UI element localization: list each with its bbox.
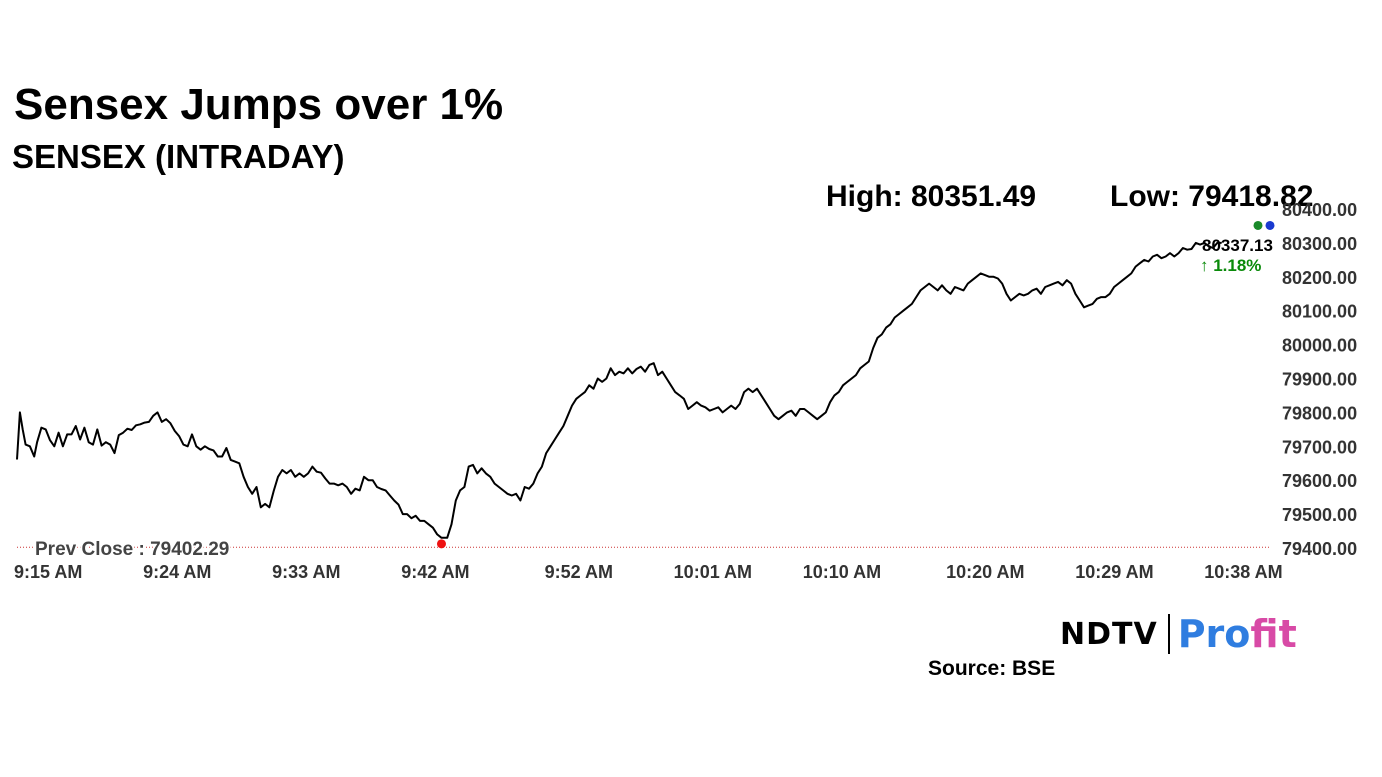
low-label: Low: 79418.82 [1110, 180, 1314, 213]
y-tick-label: 79400.00 [1282, 539, 1357, 559]
high-marker [1253, 220, 1263, 230]
y-tick-label: 79900.00 [1282, 370, 1357, 390]
markers [436, 220, 1275, 549]
y-tick-label: 79500.00 [1282, 505, 1357, 525]
series-line [16, 241, 1222, 539]
y-tick-label: 79800.00 [1282, 403, 1357, 423]
y-tick-label: 80200.00 [1282, 268, 1357, 288]
x-tick-label: 10:29 AM [1075, 562, 1153, 582]
ndtv-profit-logo: NDTV Profit [1060, 612, 1297, 656]
x-tick-label: 10:10 AM [803, 562, 881, 582]
profit-wordmark-part1: Pro [1177, 612, 1251, 656]
y-tick-label: 80000.00 [1282, 336, 1357, 356]
intraday-chart: 80400.00 80300.00 80200.00 80100.00 80000.00… [14, 200, 1357, 582]
x-tick-label: 9:52 AM [545, 562, 613, 582]
x-tick-label: 9:33 AM [272, 562, 340, 582]
x-tick-label: 9:42 AM [401, 562, 469, 582]
chart-title: Sensex Jumps over 1% [14, 80, 504, 129]
y-axis: 80400.00 80300.00 80200.00 80100.00 80000.00… [1282, 200, 1357, 559]
current-marker [1265, 220, 1275, 230]
x-tick-label: 10:20 AM [946, 562, 1024, 582]
y-tick-label: 79600.00 [1282, 471, 1357, 491]
y-tick-label: 80300.00 [1282, 234, 1357, 254]
high-label: High: 80351.49 [826, 180, 1037, 213]
x-axis: 9:15 AM 9:24 AM 9:33 AM 9:42 AM 9:52 AM 10:01… [14, 562, 1283, 582]
change-label: ↑ 1.18% [1200, 256, 1261, 275]
low-marker [436, 539, 446, 549]
profit-wordmark-part2: fit [1250, 612, 1297, 656]
y-tick-label: 80400.00 [1282, 200, 1357, 220]
last-value-label: 80337.13 [1202, 236, 1273, 255]
y-tick-label: 80100.00 [1282, 302, 1357, 322]
logo-divider [1167, 614, 1170, 654]
chart-subtitle: SENSEX (INTRADAY) [12, 138, 345, 175]
x-tick-label: 9:24 AM [143, 562, 211, 582]
x-tick-label: 10:01 AM [674, 562, 752, 582]
y-tick-label: 79700.00 [1282, 437, 1357, 457]
profit-wordmark: Profit [1178, 612, 1297, 656]
x-tick-label: 9:15 AM [14, 562, 82, 582]
ndtv-wordmark: NDTV [1060, 616, 1158, 652]
x-tick-label: 10:38 AM [1204, 562, 1282, 582]
source-label: Source: BSE [928, 657, 1056, 680]
prev-close-label: Prev Close : 79402.29 [35, 539, 229, 560]
